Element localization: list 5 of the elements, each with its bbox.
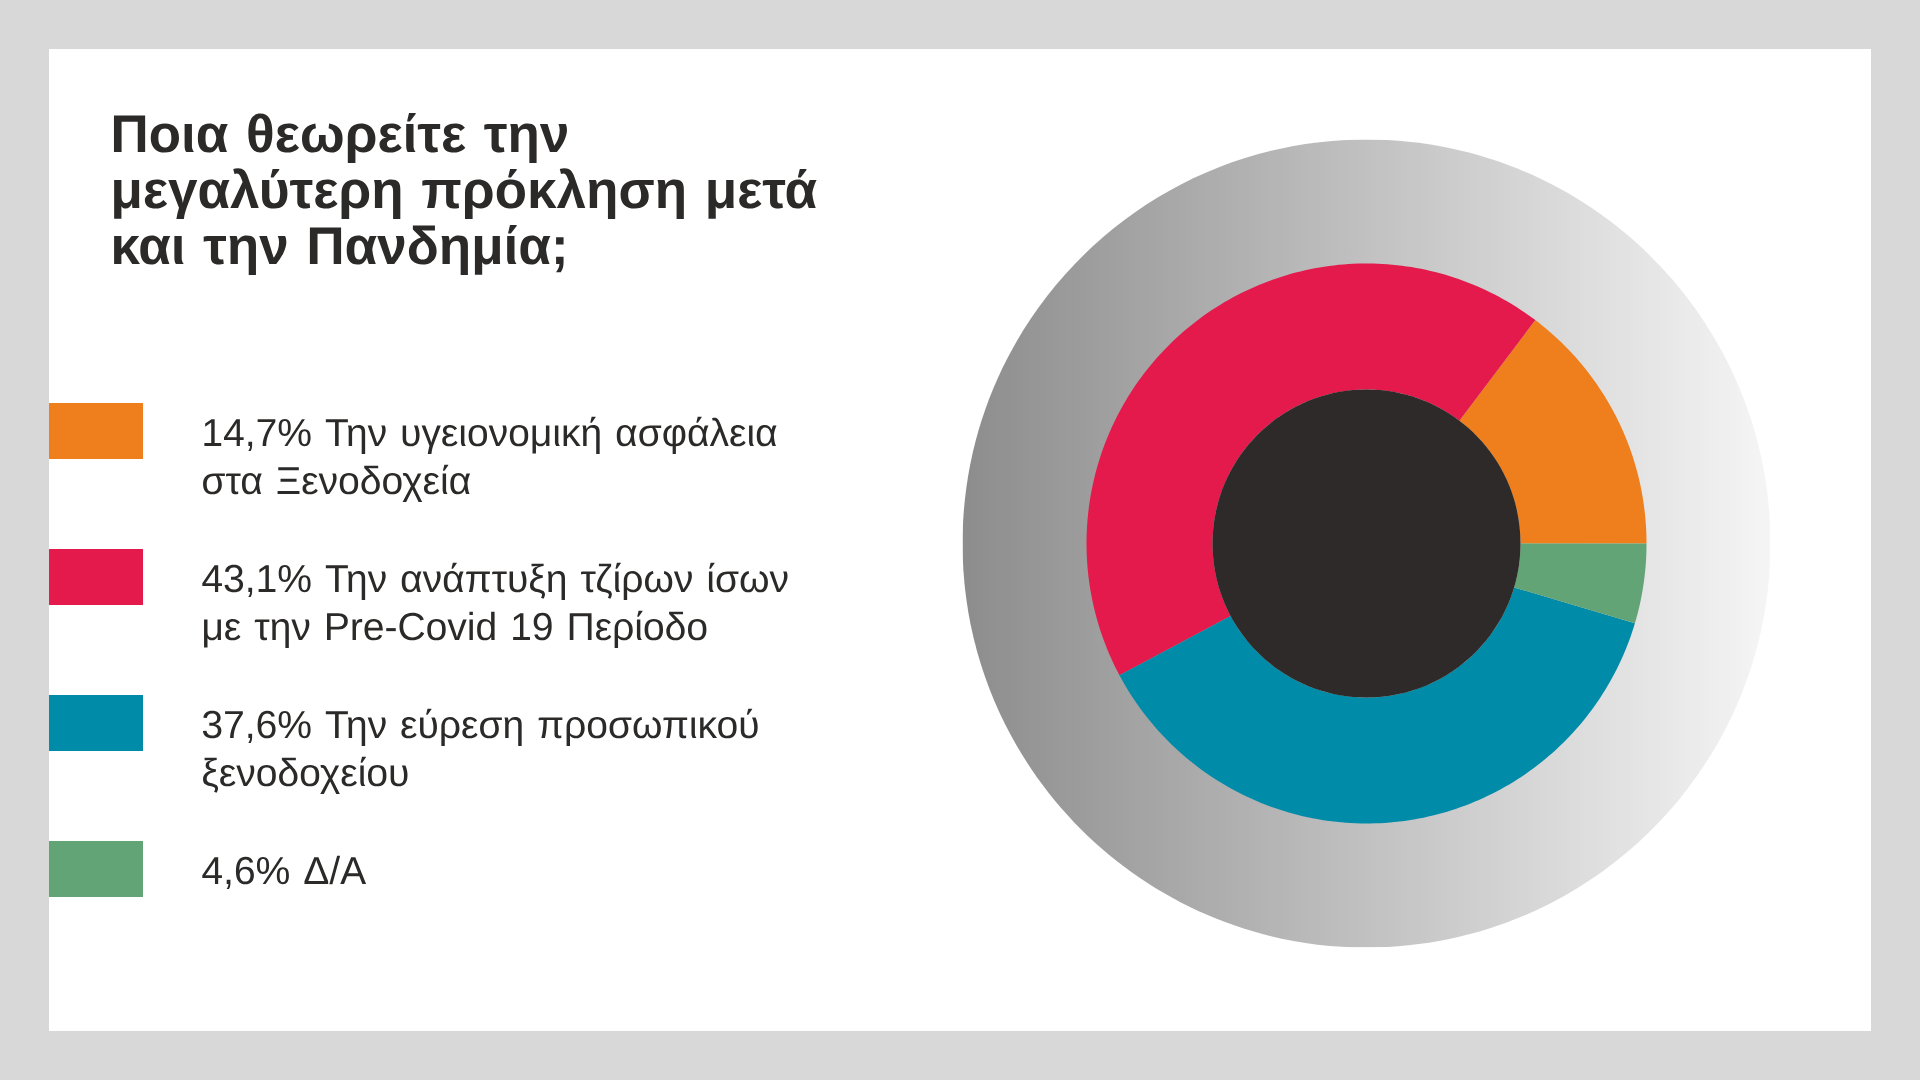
legend-label: 37,6% Την εύρεση προσωπικού ξενοδοχείου xyxy=(202,708,758,795)
legend-label: 43,1% Την ανάπτυξη τζίρων ίσων με την Pre-Covid 19 Περίοδο xyxy=(202,562,788,649)
chart-title: Ποια θεωρείτε την μεγαλύτερη πρόκληση μετά και την Πανδημία; xyxy=(113,112,817,275)
legend-label: 4,6% Δ/Α xyxy=(202,855,367,889)
legend-label: 14,7% Την υγειονομική ασφάλεια στα Ξενοδοχεία xyxy=(203,416,777,503)
